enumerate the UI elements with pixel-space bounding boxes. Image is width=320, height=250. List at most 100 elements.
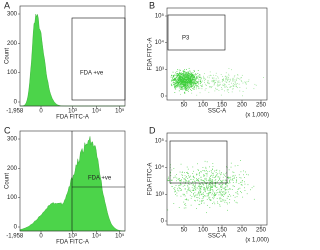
event-dot [218,188,220,190]
event-dot [184,69,185,71]
event-dot [167,209,169,211]
event-dot [193,180,195,182]
event-dot [221,172,222,173]
x-axis-title: SSC-A [208,109,226,115]
event-dot [190,179,192,180]
event-dot [207,180,209,181]
event-dot [176,74,178,76]
event-dot [208,184,210,185]
event-dot [225,199,227,201]
event-dot [193,87,195,89]
event-dot [185,82,186,84]
histogram [19,136,126,232]
event-dot [221,181,222,182]
event-dot [193,186,195,188]
event-dot [194,79,196,80]
event-dot [185,87,187,88]
event-dot [188,73,190,75]
event-dot [189,189,191,191]
event-dot [187,83,188,85]
event-dot [187,77,189,79]
event-dot [174,92,176,93]
event-dot [183,201,185,203]
event-dot [237,74,239,76]
event-dot [193,81,195,82]
event-dot [178,73,180,75]
event-dot [224,201,226,203]
event-dot [228,169,230,171]
event-dot [193,85,195,87]
event-dot [199,187,201,189]
event-dot [220,174,221,176]
event-dot [198,193,200,195]
event-dot [201,84,203,86]
event-dot [195,84,197,86]
event-dot [196,94,198,96]
event-dot [263,77,264,78]
event-dot [230,166,232,168]
event-dot [236,191,238,193]
event-dot [189,81,191,83]
event-dot [199,80,201,82]
event-dot [231,82,233,84]
y-tick-label: 300 [7,137,18,143]
event-dot [228,68,230,69]
y-tick-label: 0 [161,219,165,225]
event-dot [219,184,220,185]
event-dot [206,188,208,189]
event-dot [186,80,187,82]
event-dot [183,181,185,183]
event-dot [167,178,169,179]
event-dot [224,84,226,86]
event-dot [193,170,195,172]
event-dot [183,86,185,88]
y-tick-label: 100 [7,70,18,76]
event-dot [190,84,192,86]
event-dot [181,79,182,81]
event-dot [181,88,182,90]
event-dot [203,175,205,177]
event-dot [178,73,180,75]
event-dot [217,76,219,78]
event-dot [191,191,193,193]
event-dot [209,177,210,179]
event-dot [217,81,219,83]
event-dot [215,186,216,187]
event-dot [197,199,199,201]
event-dot [224,189,226,191]
event-dot [202,195,204,197]
event-dot [197,85,199,87]
event-dot [210,86,212,87]
event-dot [205,167,207,169]
event-dot [253,185,255,187]
event-dot [178,80,179,82]
event-dot [253,88,255,90]
event-dot [193,81,195,83]
event-dot [182,75,184,77]
event-dot [191,75,193,77]
event-dot [191,76,193,78]
event-dot [193,69,195,71]
event-dot [188,88,190,89]
event-dot [185,78,187,80]
event-dot [218,176,219,178]
event-dot [207,80,209,82]
event-dot [182,82,184,84]
event-dot [181,73,183,74]
event-dot [196,187,198,189]
event-dot [200,191,202,193]
event-dot [195,189,197,191]
event-dot [175,190,176,192]
event-dot [182,89,184,91]
event-dot [214,181,216,183]
event-dot [244,177,245,178]
event-dot [214,203,216,205]
event-dot [183,82,185,84]
event-dot [210,185,212,187]
event-dot [186,82,188,84]
event-dot [203,186,205,188]
event-dot [194,74,196,76]
event-dot [193,82,195,84]
event-dot [235,85,237,87]
event-dot [217,80,219,82]
